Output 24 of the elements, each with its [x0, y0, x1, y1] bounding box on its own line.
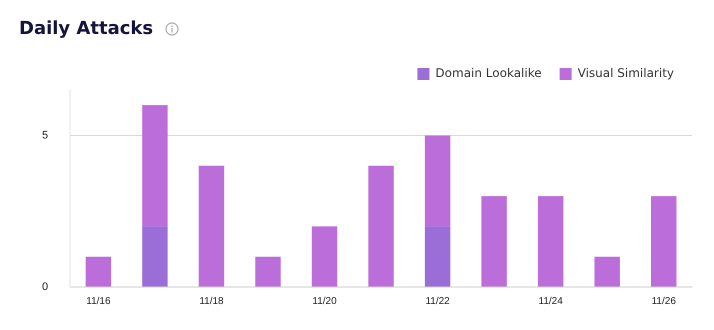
legend-label: Visual Similarity	[578, 66, 674, 80]
bar	[198, 166, 224, 286]
bar	[424, 135, 450, 226]
chart-title: Daily Attacks	[19, 18, 154, 39]
legend-label: Domain Lookalike	[435, 66, 542, 80]
x-tick-label: 11/16	[86, 296, 111, 307]
bar	[481, 196, 507, 286]
bar	[86, 256, 112, 286]
x-tick-label: 11/20	[312, 296, 338, 307]
x-tick-label: 11/24	[538, 296, 564, 307]
bar	[312, 226, 338, 286]
bar	[142, 226, 168, 286]
bar	[255, 256, 281, 286]
bar	[538, 196, 564, 286]
bar	[142, 105, 168, 226]
x-tick-label: 11/22	[425, 296, 450, 307]
y-tick-label: 5	[42, 129, 48, 142]
y-tick-label: 0	[42, 281, 48, 294]
x-tick-label: 11/26	[652, 296, 676, 307]
bar	[651, 196, 676, 286]
bar	[594, 256, 620, 286]
bar	[368, 166, 394, 286]
bar	[424, 226, 450, 286]
x-tick-label: 11/18	[199, 296, 224, 307]
